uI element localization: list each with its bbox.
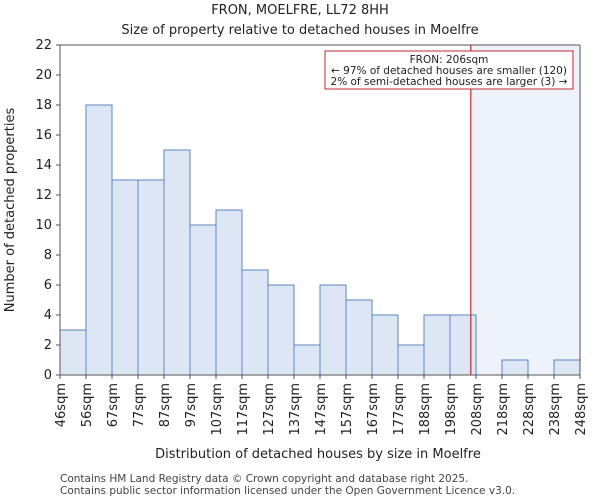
footer-copyright: Contains HM Land Registry data © Crown c… <box>60 473 469 485</box>
x-tick-label: 157sqm <box>340 383 355 436</box>
bar-137sqm <box>293 344 321 376</box>
bar-157sqm <box>345 299 373 376</box>
footer-licence: Contains public sector information licen… <box>60 485 516 497</box>
x-tick-label: 198sqm <box>444 383 459 436</box>
bar-198sqm <box>449 314 477 376</box>
bar-218sqm <box>501 359 529 376</box>
x-tick-label: 188sqm <box>418 383 433 436</box>
y-tick-label: 6 <box>44 278 52 293</box>
bar-56sqm <box>85 104 113 376</box>
y-tick-label: 2 <box>44 338 52 353</box>
x-tick-label: 56sqm <box>80 383 95 427</box>
x-tick-label: 77sqm <box>132 383 147 427</box>
chart-title: FRON, MOELFRE, LL72 8HH <box>211 3 389 18</box>
y-tick-label: 20 <box>35 68 52 83</box>
bar-238sqm <box>553 359 581 376</box>
y-tick-label: 8 <box>44 248 52 263</box>
y-tick-label: 10 <box>35 218 52 233</box>
chart-subtitle: Size of property relative to detached ho… <box>121 23 478 38</box>
x-tick-label: 97sqm <box>184 383 199 427</box>
annotation-title: FRON: 206sqm <box>410 54 489 66</box>
plot-area: 0 2 4 6 8 10 12 14 16 18 20 22 46sqm 56sqm 67sqm 77sqm 8… <box>35 38 589 436</box>
bar-147sqm <box>319 284 347 376</box>
x-tick-label: 117sqm <box>236 383 251 436</box>
x-tick-label: 87sqm <box>158 383 173 427</box>
bar-87sqm <box>163 149 191 376</box>
bar-107sqm <box>215 209 243 376</box>
x-tick-label: 218sqm <box>496 383 511 436</box>
x-tick-label: 67sqm <box>106 383 121 427</box>
annotation-line1: ← 97% of detached houses are smaller (12… <box>331 65 567 77</box>
x-tick-label: 107sqm <box>210 383 225 436</box>
y-tick-label: 18 <box>35 98 52 113</box>
y-tick-label: 14 <box>35 158 52 173</box>
x-tick-label: 147sqm <box>314 383 329 436</box>
bar-77sqm <box>137 179 165 376</box>
y-tick-label: 22 <box>35 38 52 53</box>
y-tick-label: 16 <box>35 128 52 143</box>
bar-177sqm <box>397 344 425 376</box>
bar-46sqm <box>59 329 87 376</box>
bar-188sqm <box>423 314 451 376</box>
x-tick-label: 177sqm <box>392 383 407 436</box>
y-axis-title: Number of detached properties <box>3 108 18 313</box>
y-tick-label: 0 <box>44 368 52 383</box>
x-tick-label: 238sqm <box>548 383 563 436</box>
annotation-line2: 2% of semi-detached houses are larger (3… <box>331 76 568 88</box>
bar-97sqm <box>189 224 217 376</box>
x-tick-label: 46sqm <box>54 383 69 427</box>
x-tick-label: 137sqm <box>288 383 303 436</box>
y-tick-label: 4 <box>44 308 52 323</box>
x-tick-label: 167sqm <box>366 383 381 436</box>
x-tick-label: 208sqm <box>470 383 485 436</box>
highlight-region <box>470 45 580 375</box>
annotation-box <box>324 50 574 90</box>
bar-117sqm <box>241 269 269 376</box>
bar-67sqm <box>111 179 139 376</box>
bar-127sqm <box>267 284 295 376</box>
bar-167sqm <box>371 314 399 376</box>
x-axis-title: Distribution of detached houses by size … <box>155 447 481 462</box>
x-tick-label: 248sqm <box>574 383 589 436</box>
x-tick-label: 127sqm <box>262 383 277 436</box>
x-tick-label: 228sqm <box>522 383 537 436</box>
y-tick-label: 12 <box>35 188 52 203</box>
